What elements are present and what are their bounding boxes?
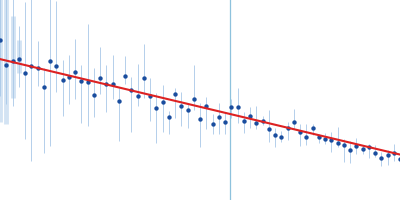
Point [78,79,84,82]
Point [84,81,91,84]
Point [278,136,284,139]
Point [359,147,366,151]
Point [153,107,160,110]
Point [66,75,72,79]
Point [34,66,41,69]
Point [366,145,372,149]
Point [140,77,147,80]
Point [309,127,316,130]
Point [384,154,391,157]
Point [353,144,360,147]
Point [347,149,353,152]
Point [97,77,103,80]
Point [40,85,47,88]
Point [228,106,234,109]
Point [234,106,241,109]
Point [147,94,153,98]
Point [390,151,397,154]
Point [16,57,22,60]
Point [297,130,303,134]
Point [397,157,400,161]
Point [259,119,266,122]
Point [272,134,278,137]
Point [103,82,110,85]
Point [116,99,122,102]
Point [322,137,328,141]
Point [378,157,384,160]
Point [240,119,247,123]
Point [253,122,260,125]
Point [128,88,134,91]
Point [303,135,310,139]
Point [209,123,216,126]
Point [197,117,203,121]
Point [22,71,28,74]
Point [122,74,128,78]
Point [28,64,34,68]
Point [284,127,291,130]
Point [372,151,378,155]
Point [266,128,272,131]
Point [203,105,210,108]
Point [72,71,78,74]
Point [184,109,191,112]
Point [3,63,10,66]
Point [247,114,253,118]
Point [340,144,347,147]
Point [216,115,222,119]
Point [0,38,3,41]
Point [290,120,297,123]
Point [90,93,97,96]
Point [109,82,116,86]
Point [178,105,184,108]
Point [9,59,16,63]
Point [159,100,166,103]
Point [59,78,66,81]
Point [316,135,322,139]
Point [47,59,53,62]
Point [166,115,172,119]
Point [172,93,178,96]
Point [328,138,334,142]
Point [334,141,341,145]
Point [190,98,197,101]
Point [222,120,228,123]
Point [53,65,60,68]
Point [134,94,141,97]
